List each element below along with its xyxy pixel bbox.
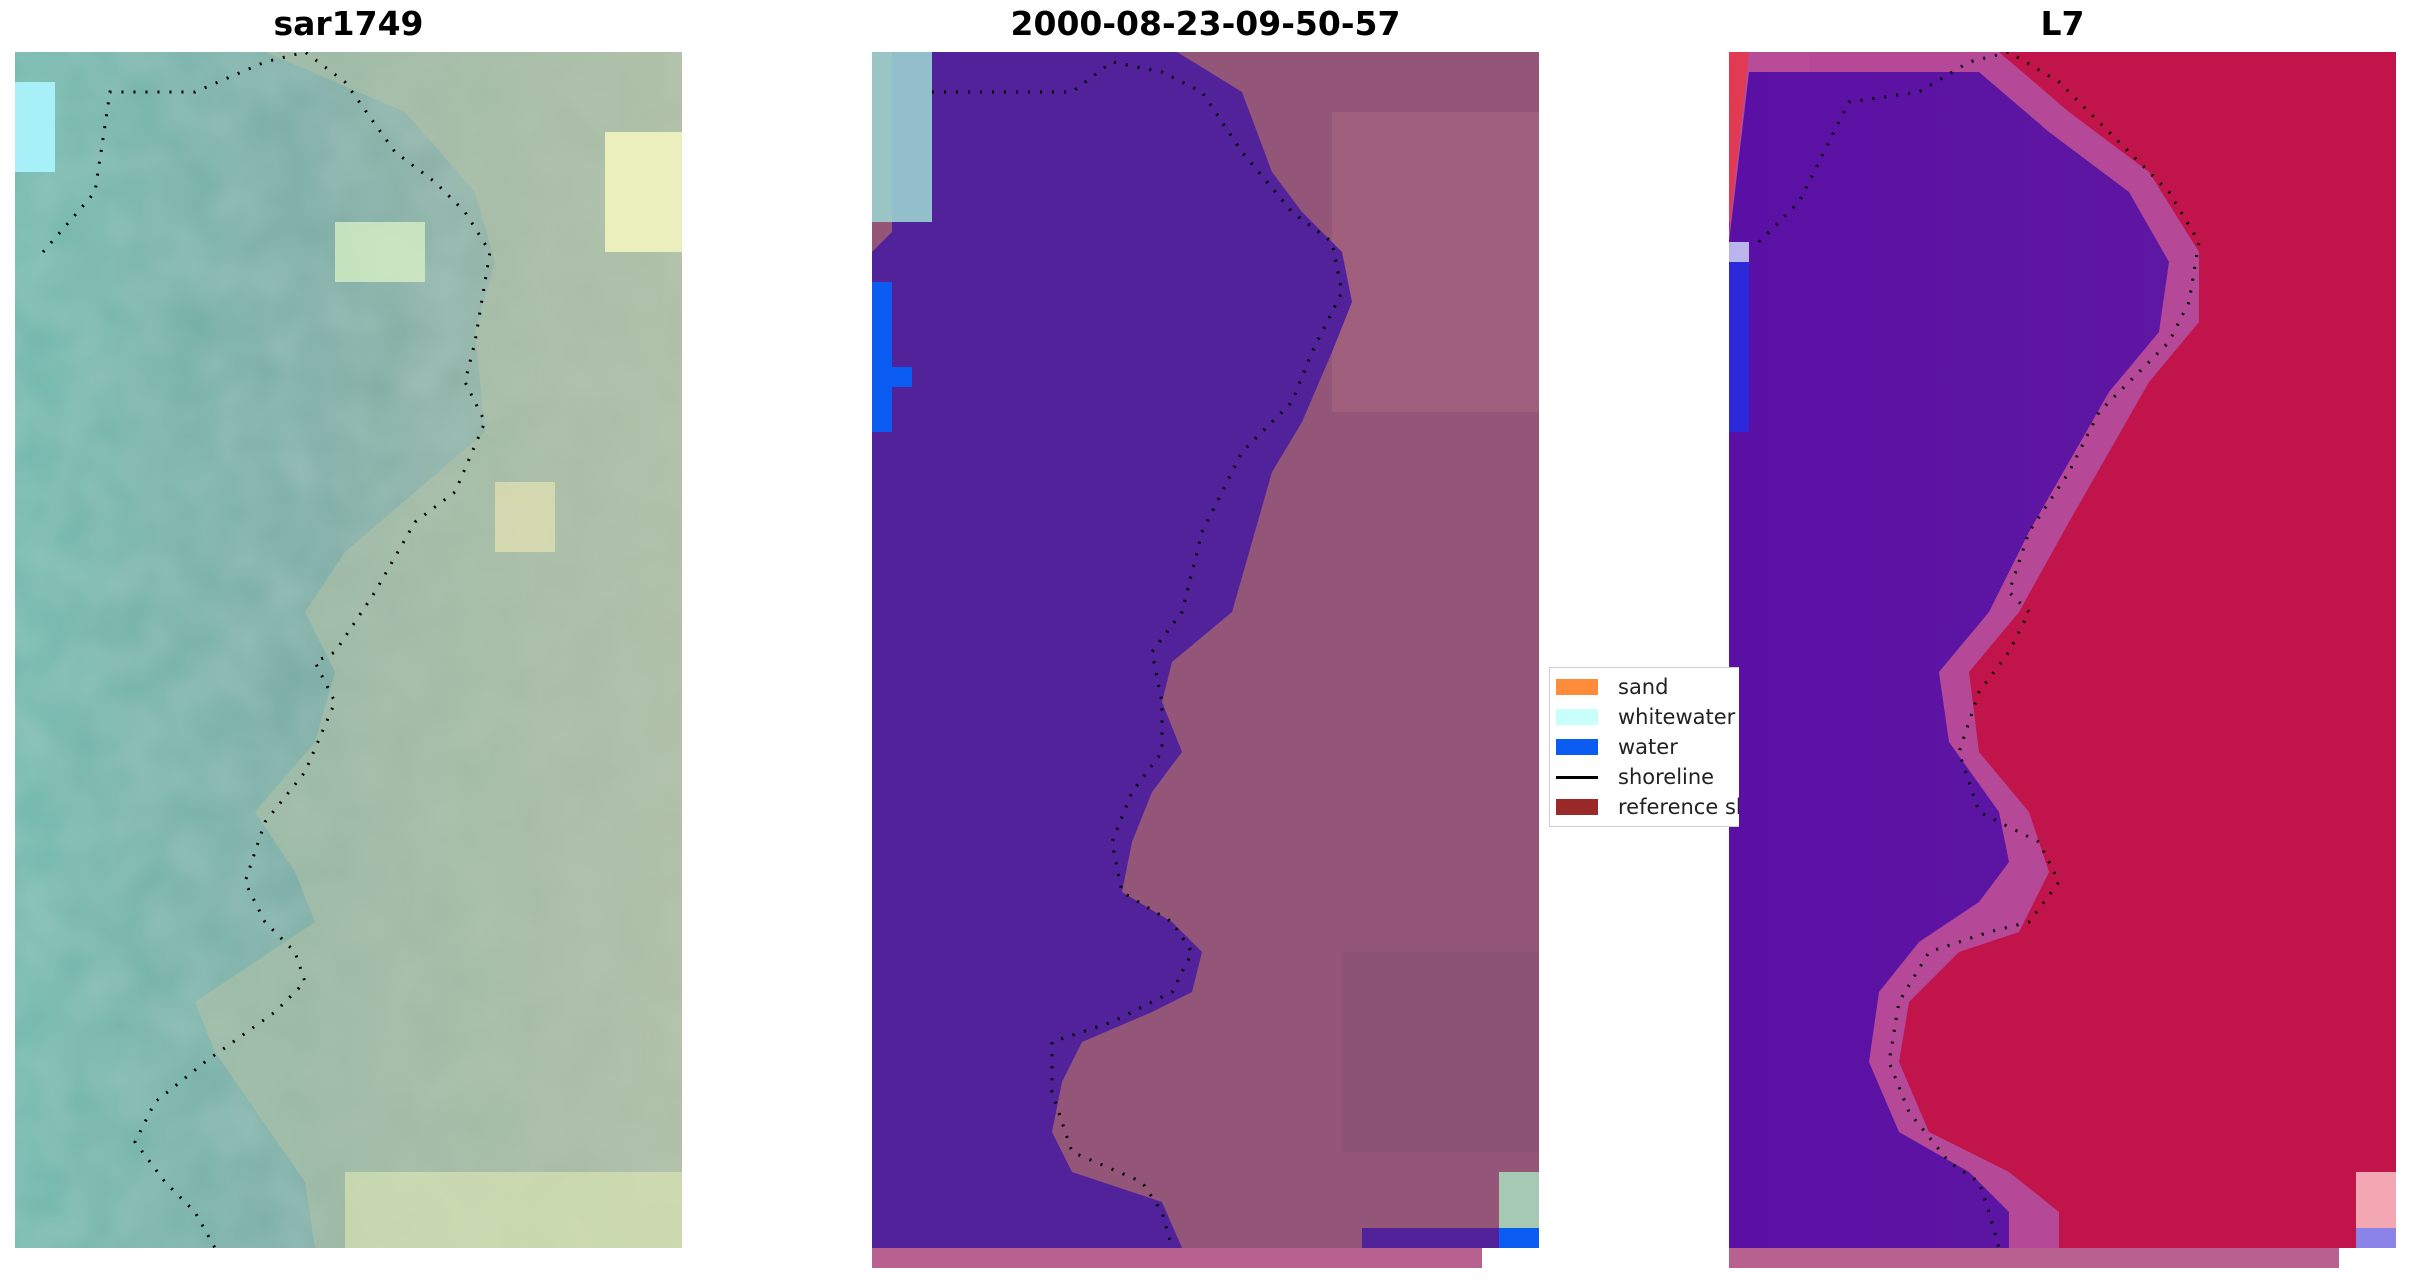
index-image <box>1729 52 2396 1248</box>
reference-shoreline-swatch <box>1556 799 1598 815</box>
legend-item-whitewater: whitewater <box>1556 705 1735 729</box>
panel-title-rgb: sar1749 <box>273 4 424 43</box>
whitewater-swatch <box>1556 709 1598 725</box>
sand-swatch <box>1556 679 1598 695</box>
legend-item-water: water <box>1556 735 1678 759</box>
classified-image-panel <box>872 52 1539 1248</box>
legend-label: shoreline <box>1618 765 1715 789</box>
panel-title-index: L7 <box>2040 4 2085 43</box>
panel-title-classified: 2000-08-23-09-50-57 <box>1010 4 1401 43</box>
index-strip <box>1729 1248 2339 1268</box>
legend: sand whitewater water shoreline referenc… <box>1549 667 1739 827</box>
shoreline-swatch <box>1556 775 1598 779</box>
water-body <box>1729 72 2169 1248</box>
water-body <box>872 52 1352 1248</box>
legend-item-shoreline: shoreline <box>1556 765 1714 789</box>
legend-label: reference shoreline <box>1618 795 1739 819</box>
whitewater-patch <box>15 82 55 172</box>
rgb-image-panel <box>15 52 682 1248</box>
legend-item-reference-shoreline: reference shoreline <box>1556 795 1739 819</box>
water-swatch <box>1556 739 1598 755</box>
legend-label: sand <box>1618 675 1669 699</box>
legend-label: whitewater <box>1618 705 1736 729</box>
legend-label: water <box>1618 735 1678 759</box>
classified-image <box>872 52 1539 1248</box>
index-image-panel <box>1729 52 2396 1248</box>
classified-strip <box>872 1248 1482 1268</box>
rgb-image <box>15 52 682 1248</box>
legend-item-sand: sand <box>1556 675 1668 699</box>
